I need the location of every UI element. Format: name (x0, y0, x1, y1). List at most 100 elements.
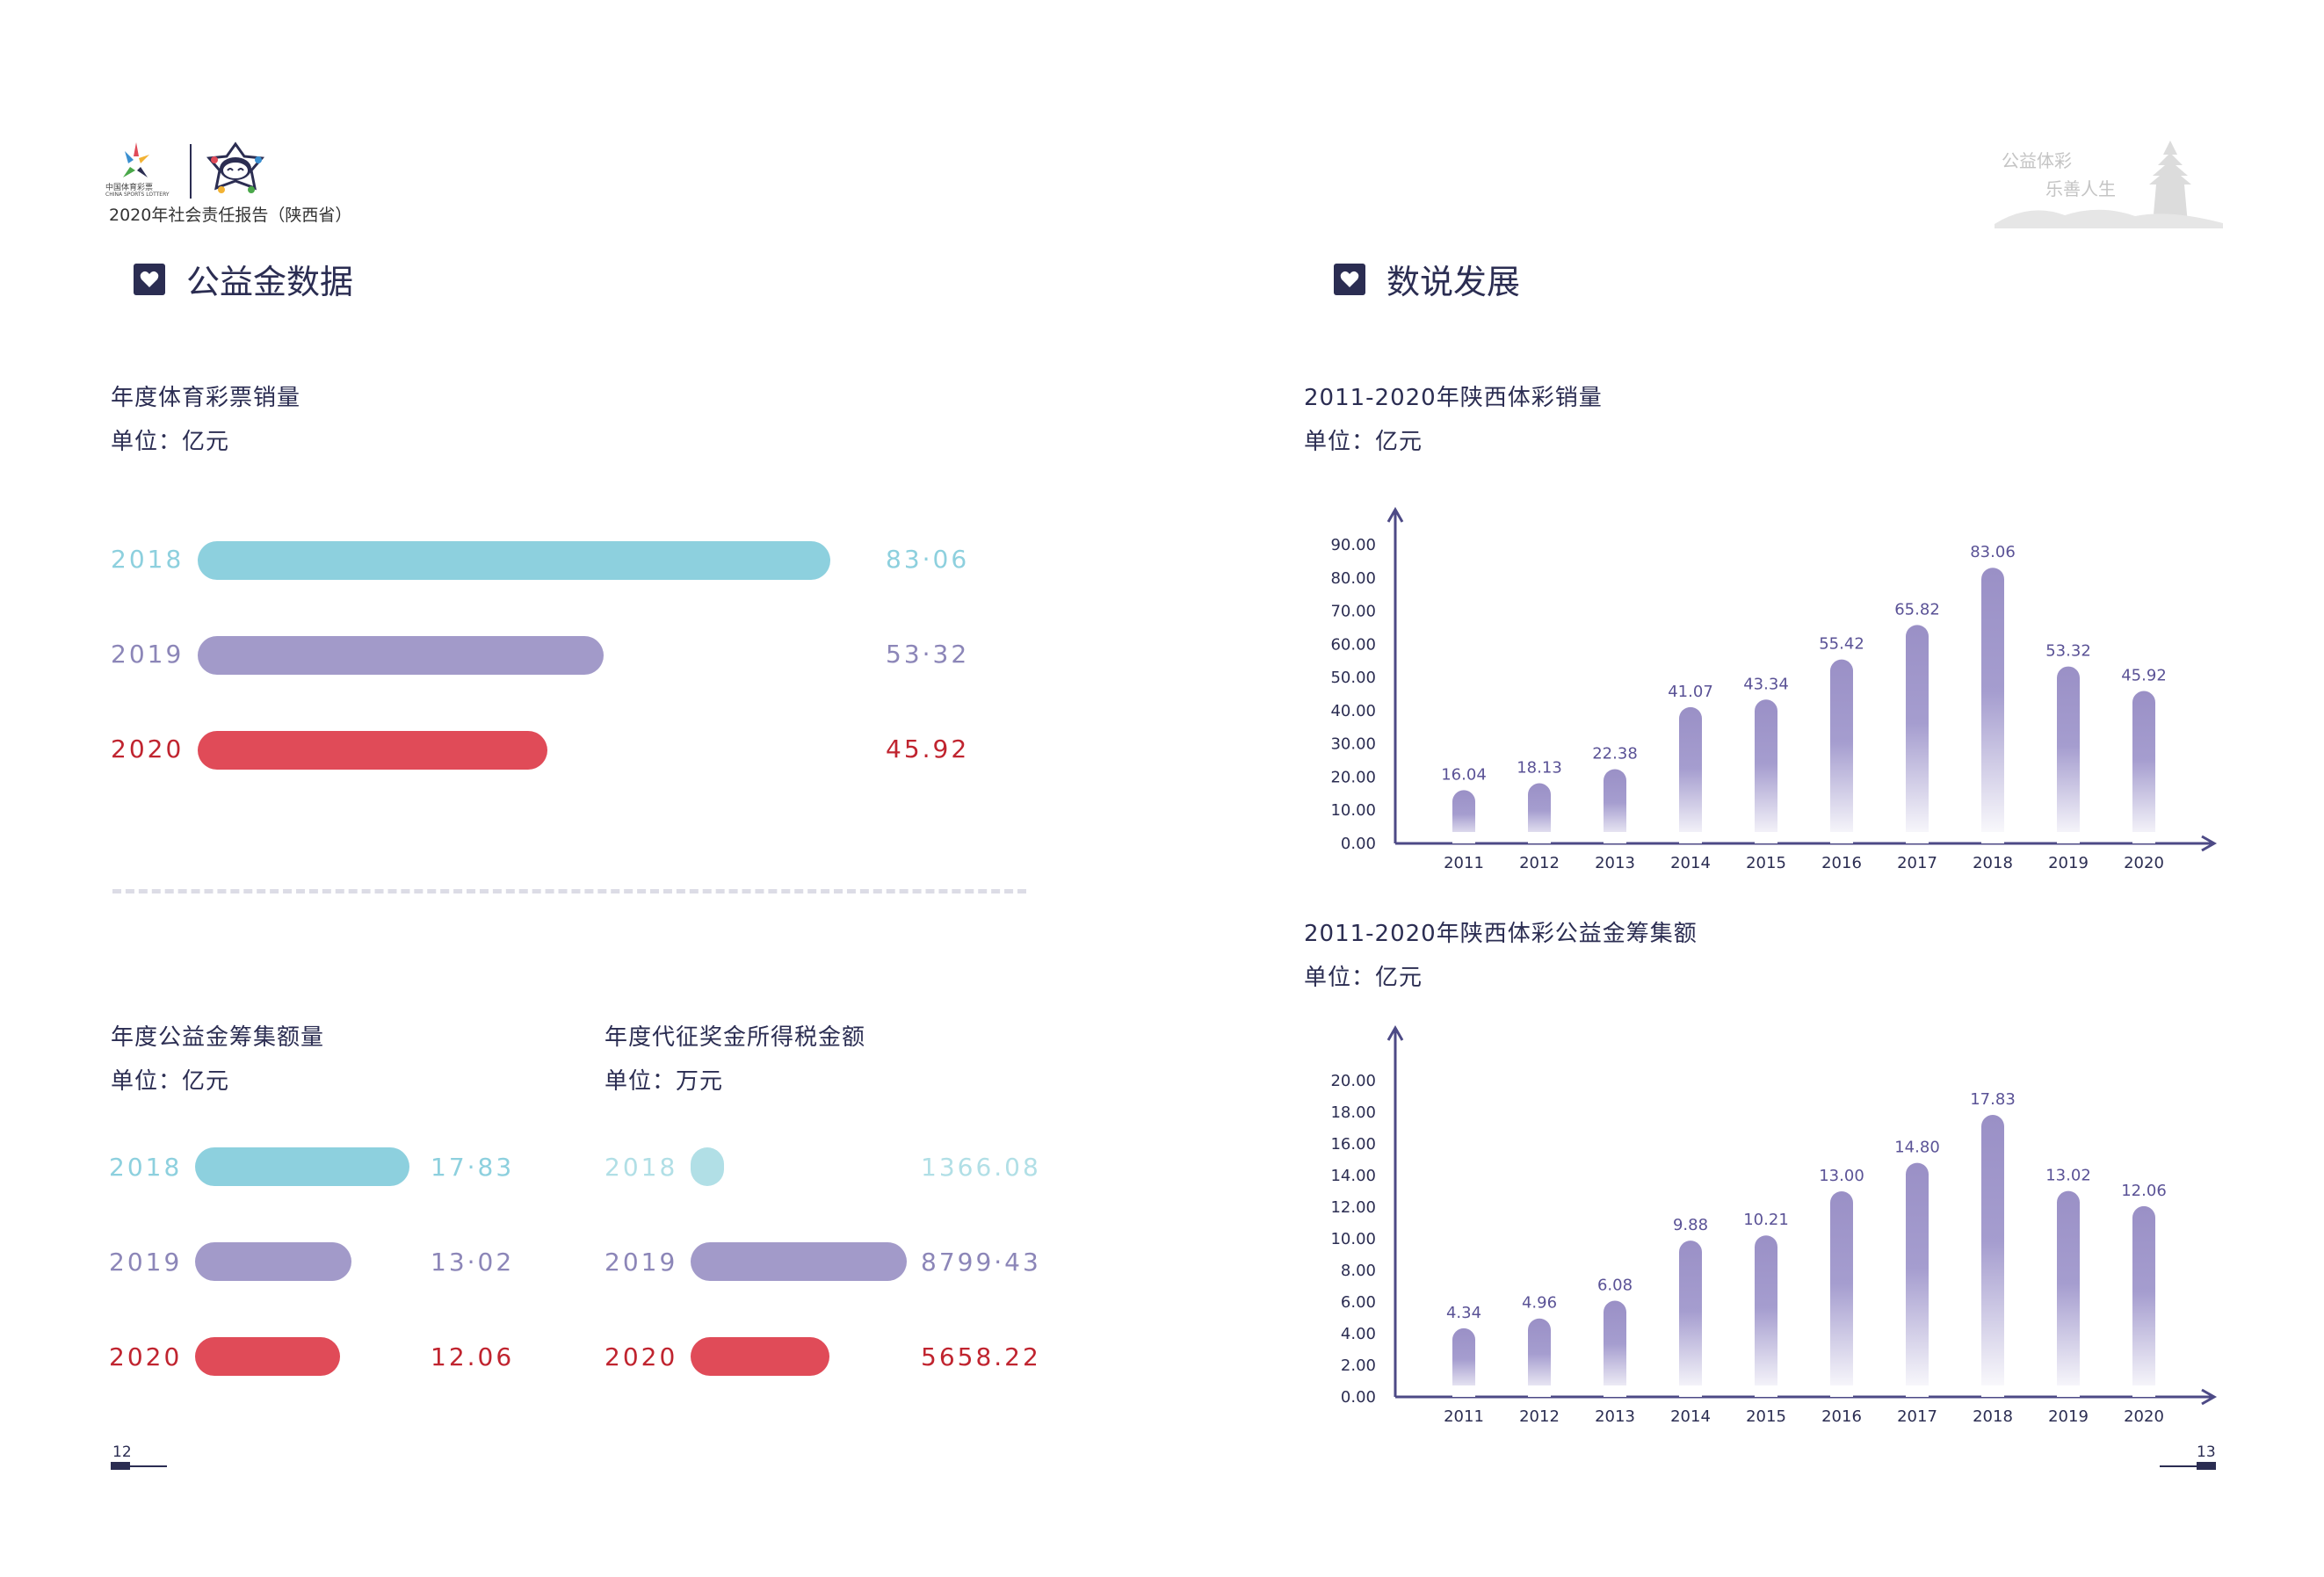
chart2-y-tick: 4.00 (1341, 1325, 1376, 1343)
chart2-value-label: 13.00 (1819, 1167, 1864, 1185)
sales-bar-2019 (198, 636, 604, 675)
chart1-x-tick: 2015 (1746, 854, 1786, 872)
chart2-y-tick: 16.00 (1330, 1135, 1376, 1154)
chart1-bar-base (1452, 832, 1475, 843)
left-section-title-text: 公益金数据 (186, 263, 354, 301)
chart1-bar-base (1679, 832, 1702, 843)
chart2-x-tick: 2015 (1746, 1407, 1786, 1423)
chart1-bar-base (1604, 832, 1626, 843)
chart1-x-tick: 2011 (1444, 854, 1484, 872)
sales-value-2018: 83·06 (886, 545, 970, 574)
chart2-y-axis-arrow (1386, 1024, 1404, 1041)
chart2-value-label: 17.83 (1970, 1090, 2016, 1109)
chart1-bar-base (2132, 832, 2155, 843)
chart2-bar-base (1755, 1385, 1777, 1397)
chart1-bar (2057, 666, 2080, 843)
chart1-bar-base (1528, 832, 1551, 843)
chart1-unit: 单位：亿元 (1304, 429, 1423, 455)
chart1-y-axis-arrow (1386, 506, 1404, 523)
chart2-bar (1830, 1191, 1853, 1397)
chart2-x-tick: 2017 (1897, 1407, 1937, 1423)
tax-value-2020: 5658.22 (921, 1342, 1041, 1371)
chart2-x-tick: 2020 (2124, 1407, 2164, 1423)
chart2-bar (2132, 1205, 2155, 1397)
chart2-y-tick: 12.00 (1330, 1198, 1376, 1217)
chart2-x-tick: 2011 (1444, 1407, 1484, 1423)
chart1-value-label: 43.34 (1743, 675, 1789, 693)
chart1-y-tick: 10.00 (1330, 801, 1376, 820)
chart2-value-label: 13.02 (2045, 1167, 2091, 1185)
sales-value-2019: 53·32 (886, 640, 970, 669)
chart2-x-tick: 2012 (1519, 1407, 1560, 1423)
chart2-x-tick: 2018 (1973, 1407, 2013, 1423)
chart2-y-tick: 8.00 (1341, 1262, 1376, 1280)
chart2-x-tick: 2019 (2048, 1407, 2089, 1423)
chart2-x-tick: 2014 (1670, 1407, 1711, 1423)
chart1-bar (1981, 568, 2004, 843)
chart1-y-tick: 90.00 (1330, 536, 1376, 554)
welfare-year-2020: 2020 (109, 1342, 183, 1371)
chart1-bar-base (2057, 832, 2080, 843)
chart1-value-label: 55.42 (1819, 635, 1864, 654)
chart1-x-axis-arrow (2201, 835, 2218, 852)
chart2-bar-base (1830, 1385, 1853, 1397)
welfare-value-2020: 12.06 (431, 1342, 515, 1371)
tax-value-2018: 1366.08 (921, 1153, 1041, 1182)
logo-text-en: CHINA SPORTS LOTTERY (105, 192, 170, 198)
chart2-value-label: 12.06 (2121, 1182, 2167, 1200)
chart2-bar-base (1528, 1385, 1551, 1397)
chart1-bar-base (1830, 832, 1853, 843)
chart2-x-axis-arrow (2201, 1388, 2218, 1406)
chart2-bar-base (1906, 1385, 1929, 1397)
chart2-value-label: 4.34 (1446, 1304, 1481, 1322)
chart1-value-label: 65.82 (1894, 600, 1940, 619)
tax-bar-2020 (691, 1337, 829, 1376)
sales-year-2018: 2018 (111, 545, 185, 574)
chart2-y-tick: 14.00 (1330, 1167, 1376, 1185)
chart2-title: 2011-2020年陕西体彩公益金筹集额 (1304, 921, 1698, 947)
welfare-column-chart: 0.00 2.00 4.00 6.00 8.00 10.00 12.00 14.00 16.00… (1330, 1024, 2218, 1423)
logo: 中国体育彩票 CHINA SPORTS LOTTERY (105, 139, 281, 200)
tax-year-2019: 2019 (605, 1248, 678, 1277)
chart1-value-label: 53.32 (2045, 642, 2091, 661)
welfare-bar-2018 (195, 1147, 409, 1186)
chart1-value-label: 83.06 (1970, 543, 2016, 561)
welfare-year-2019: 2019 (109, 1248, 183, 1277)
sales-bar-2018 (198, 541, 830, 580)
right-section-title: 数说发展 (1334, 255, 1520, 303)
sales-year-2019: 2019 (111, 640, 185, 669)
welfare-value-2018: 17·83 (431, 1153, 515, 1182)
chart1-value-label: 18.13 (1517, 759, 1562, 778)
chart2-y-tick: 20.00 (1330, 1072, 1376, 1090)
chart2-bar-base (1981, 1385, 2004, 1397)
slogan-line2: 乐善人生 (2045, 178, 2116, 199)
chart2-bar (1528, 1318, 1551, 1397)
chart1-bar (1679, 706, 1702, 843)
left-section-title: 公益金数据 (134, 255, 353, 303)
chart1-y-tick: 60.00 (1330, 635, 1376, 654)
heart-icon (134, 263, 165, 295)
chart2-value-label: 4.96 (1522, 1294, 1557, 1313)
chart1-bar (1604, 769, 1626, 843)
welfare-unit: 单位：亿元 (111, 1068, 230, 1095)
sales-unit: 单位：亿元 (111, 429, 230, 455)
chart2-y-tick: 10.00 (1330, 1230, 1376, 1248)
right-section-title-text: 数说发展 (1386, 263, 1521, 301)
tax-value-2019: 8799·43 (921, 1248, 1041, 1277)
sales-year-2020: 2020 (111, 734, 185, 763)
chart2-x-tick: 2013 (1595, 1407, 1635, 1423)
chart1-bar-base (1981, 832, 2004, 843)
chart1-y-tick: 70.00 (1330, 603, 1376, 621)
tax-bar-2019 (691, 1242, 907, 1281)
chart2-value-label: 9.88 (1673, 1216, 1708, 1234)
chart1-y-tick: 80.00 (1330, 569, 1376, 588)
sales-bar-2020 (198, 731, 547, 770)
chart1-bar (1906, 625, 1929, 843)
report-title: 2020年社会责任报告（陕西省） (109, 206, 352, 225)
welfare-year-2018: 2018 (109, 1153, 183, 1182)
chart2-bar-base (1604, 1385, 1626, 1397)
chart2-y-tick: 2.00 (1341, 1356, 1376, 1375)
chart1-x-tick: 2019 (2048, 854, 2089, 872)
page-line-right (2160, 1465, 2216, 1467)
chart2-unit: 单位：亿元 (1304, 965, 1423, 991)
